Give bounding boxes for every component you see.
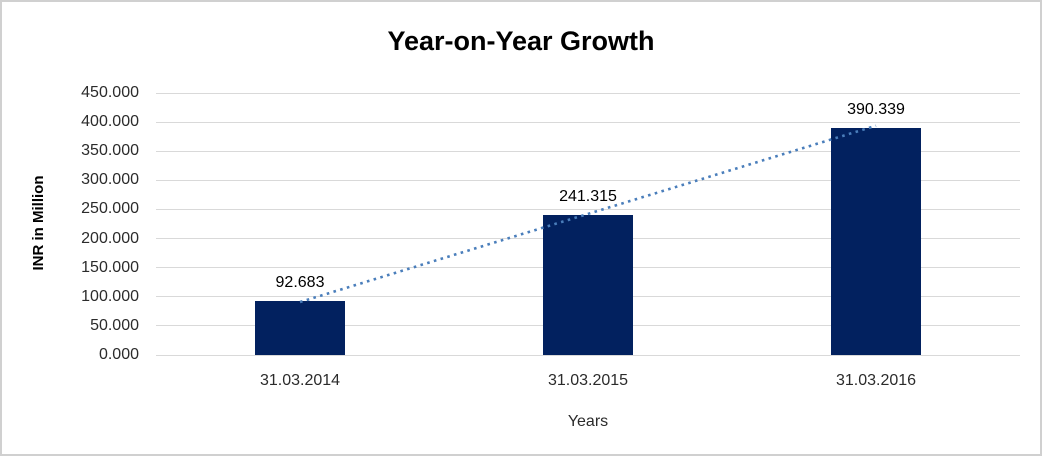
gridline xyxy=(156,179,1020,181)
bar-value-label: 92.683 xyxy=(275,274,325,292)
y-tick-label: 250.000 xyxy=(81,200,139,218)
bar-value-label: 241.315 xyxy=(559,187,617,205)
y-tick-label: 450.000 xyxy=(81,84,139,101)
bar xyxy=(255,301,345,355)
y-axis-tick-labels: 450.000 400.000 350.000 300.000 250.000 200.0… xyxy=(2,2,139,454)
gridline xyxy=(156,92,1020,94)
y-tick-label: 0.000 xyxy=(98,346,139,363)
gridline xyxy=(156,208,1020,210)
y-tick-label: 200.000 xyxy=(81,229,139,247)
y-tick-label: 100.000 xyxy=(81,287,139,305)
gridline xyxy=(156,121,1020,123)
y-tick-label: 300.000 xyxy=(81,171,139,189)
gridline xyxy=(156,354,1020,356)
y-tick-label: 50.000 xyxy=(90,316,139,334)
x-tick-label: 31.03.2014 xyxy=(259,372,341,389)
gridline xyxy=(156,150,1020,152)
y-tick-label: 350.000 xyxy=(81,142,139,160)
y-tick-label: 150.000 xyxy=(81,258,139,276)
y-tick-label: 400.000 xyxy=(81,113,139,131)
bar xyxy=(543,214,633,355)
bar xyxy=(831,127,921,355)
x-axis-title: Years xyxy=(567,413,609,430)
x-tick-label: 31.03.2016 xyxy=(835,372,917,389)
x-tick-label: 31.03.2015 xyxy=(547,372,629,389)
plot-area: 92.683 241.315 390.339 xyxy=(156,92,1020,356)
bar-value-label: 390.339 xyxy=(847,100,905,118)
chart-title: Year-on-Year Growth xyxy=(387,26,655,56)
trendline-dotted xyxy=(299,124,877,304)
